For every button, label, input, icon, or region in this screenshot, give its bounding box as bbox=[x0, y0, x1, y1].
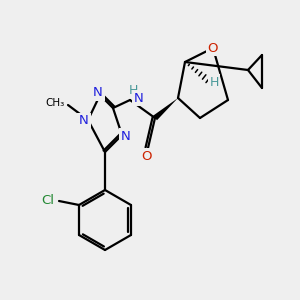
Text: N: N bbox=[79, 115, 89, 128]
Text: N: N bbox=[134, 92, 144, 104]
Text: O: O bbox=[141, 149, 151, 163]
Text: N: N bbox=[121, 130, 131, 142]
Text: H: H bbox=[128, 83, 138, 97]
Text: Cl: Cl bbox=[41, 194, 55, 208]
Text: H: H bbox=[209, 76, 219, 88]
Text: N: N bbox=[93, 86, 103, 100]
Text: O: O bbox=[208, 41, 218, 55]
Text: CH₃: CH₃ bbox=[46, 98, 65, 108]
Polygon shape bbox=[153, 98, 178, 120]
